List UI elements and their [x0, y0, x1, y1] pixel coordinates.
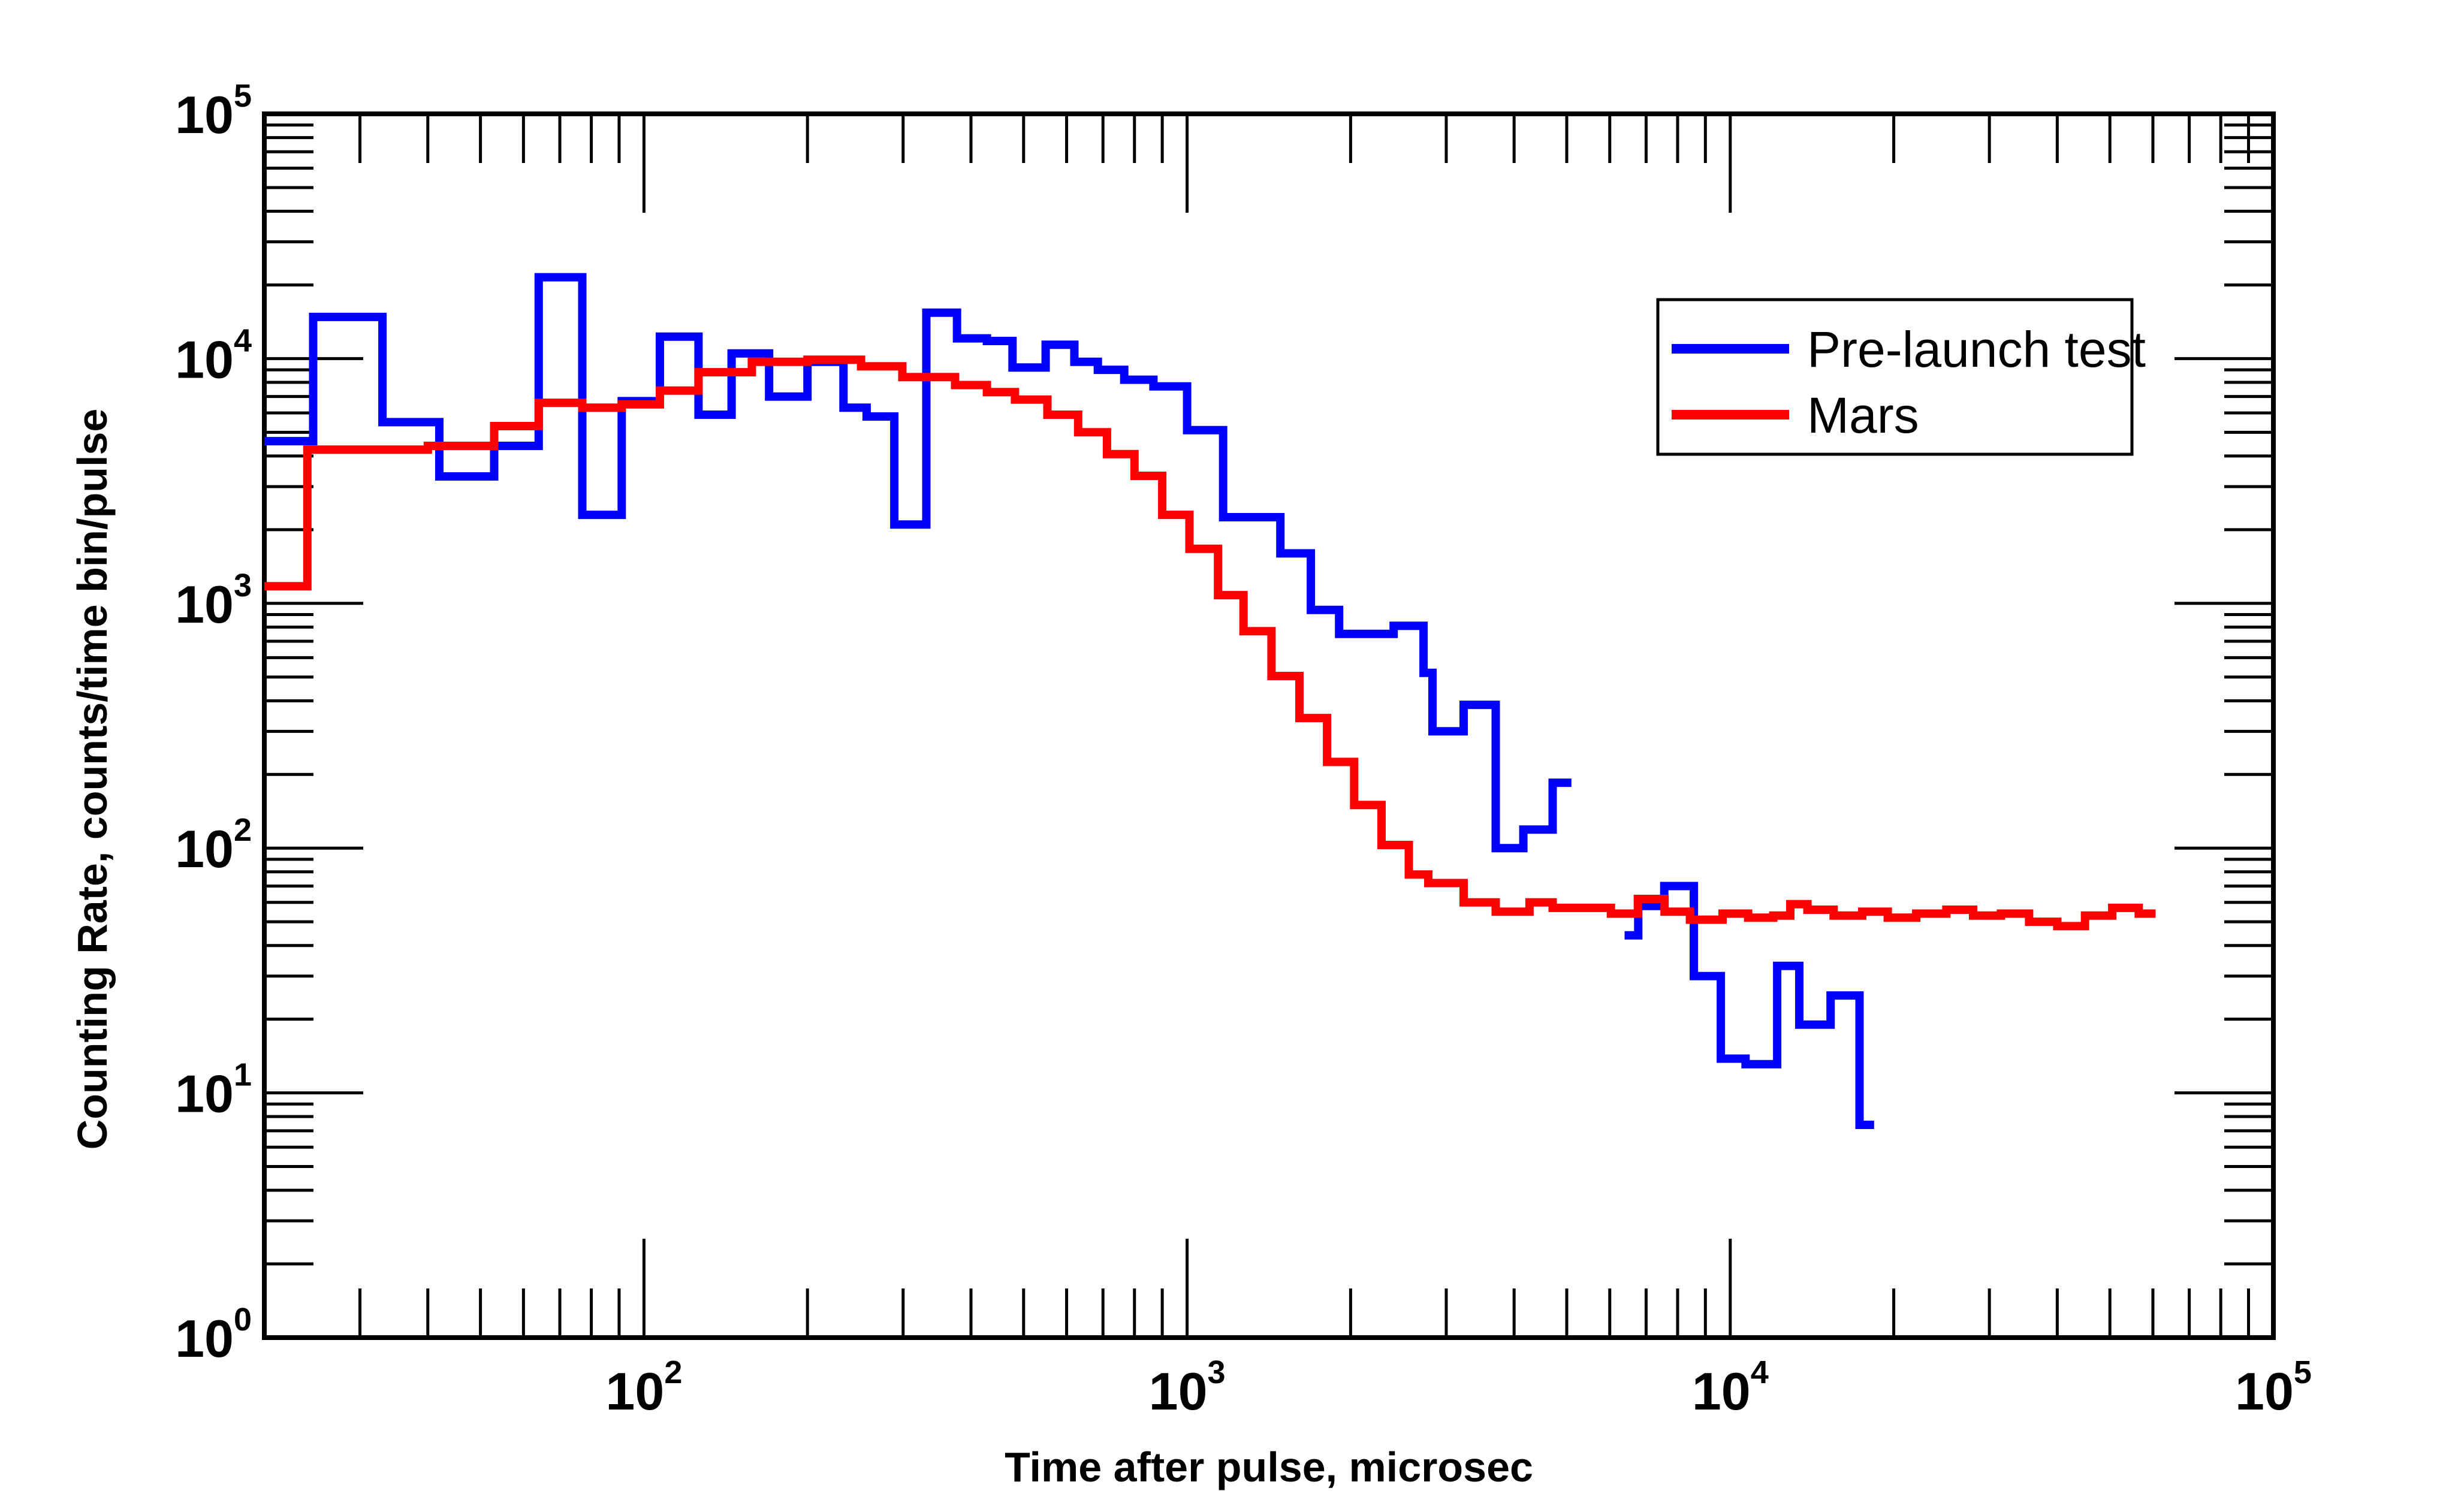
series-mars-segment-1 [264, 355, 2156, 931]
y-tick-label-10e5: 105 [175, 78, 252, 144]
x-tick-label-10e5: 105 [2235, 1354, 2312, 1421]
x-tick-label-10e3: 103 [1149, 1354, 1226, 1421]
axis-tick-labels: 102 103 104 105 100 101 102 103 104 105 [175, 78, 2312, 1421]
legend-box [1656, 298, 2134, 456]
y-tick-label-10e1: 101 [175, 1057, 252, 1124]
y-tick-label-10e0: 100 [175, 1302, 252, 1368]
axis-ticks [264, 112, 2275, 1339]
y-tick-label-10e3: 103 [175, 568, 252, 634]
data-curves [264, 273, 2156, 1129]
y-tick-label-10e4: 104 [175, 322, 252, 389]
plot-frame [262, 111, 2276, 1340]
x-tick-label-10e2: 102 [605, 1354, 682, 1421]
y-axis-title: Counting Rate, counts/time bin/pulse [69, 409, 116, 1150]
series-pre-launch-test-segment-1 [264, 273, 1572, 853]
x-axis-title: Time after pulse, microsec [1005, 1444, 1533, 1490]
legend-label-pre-launch-test: Pre-launch test [1807, 321, 2146, 378]
y-tick-label-10e2: 102 [175, 812, 252, 879]
legend: Pre-launch test Mars [1656, 298, 2146, 456]
legend-label-mars: Mars [1807, 387, 1919, 443]
series-pre-launch-test-segment-2 [1624, 882, 1874, 1129]
x-tick-label-10e4: 104 [1692, 1354, 1769, 1421]
